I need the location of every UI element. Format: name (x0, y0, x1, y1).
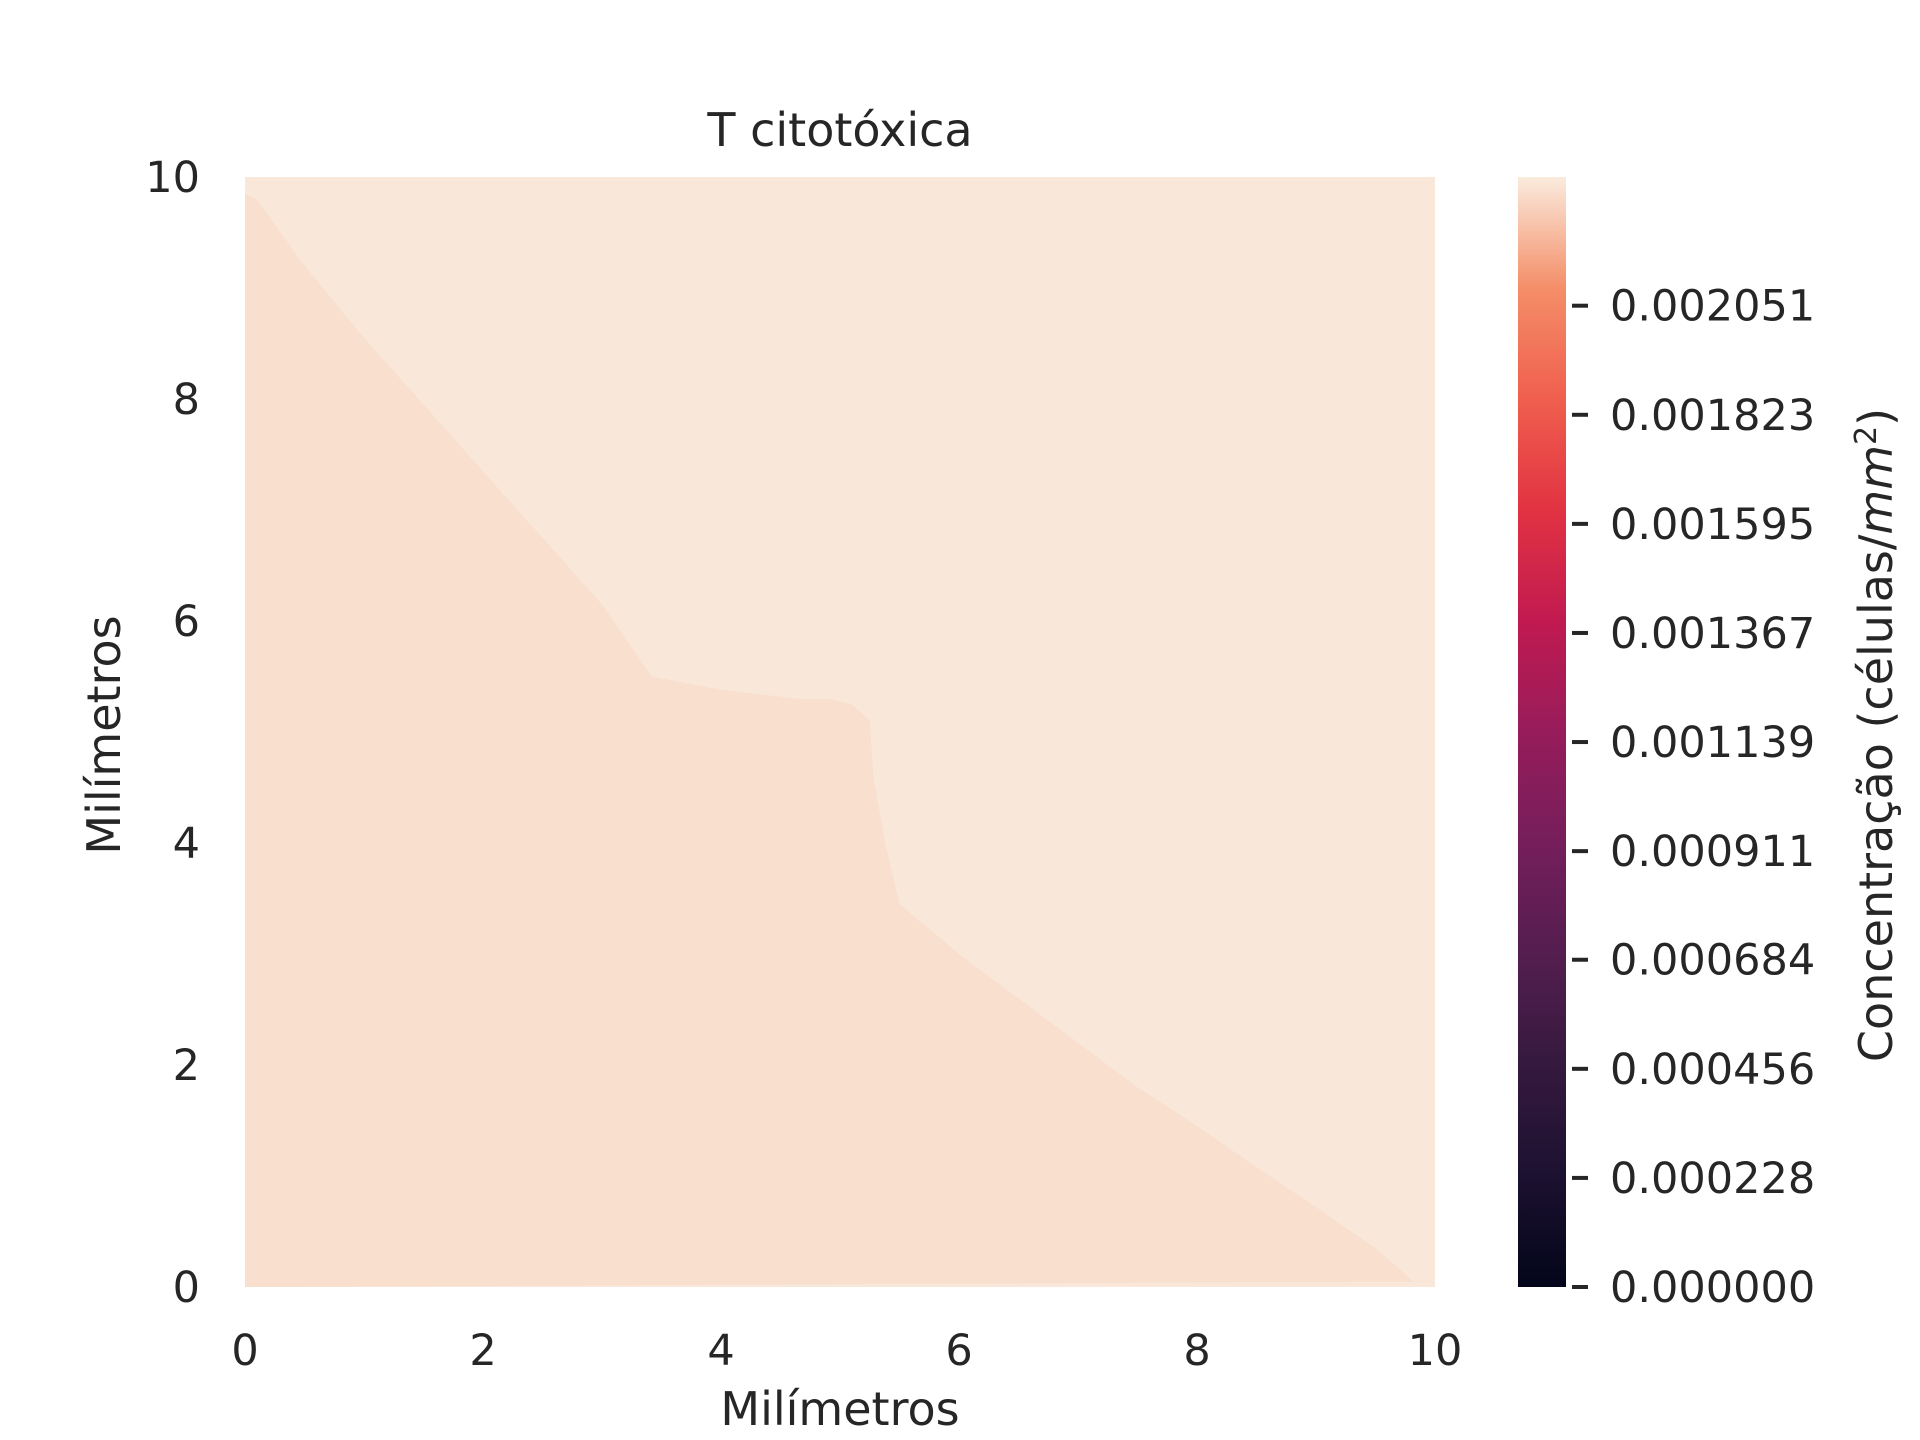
x-tick-label: 2 (469, 1326, 496, 1376)
y-tick-label: 4 (173, 819, 200, 869)
colorbar-tick-label: 0.000456 (1610, 1045, 1815, 1095)
y-axis: 0 2 4 6 8 10 Milímetros (77, 153, 200, 1313)
x-tick-label: 6 (945, 1326, 972, 1376)
y-tick-label: 10 (145, 153, 200, 203)
y-axis-label: Milímetros (77, 615, 131, 854)
colorbar-tick-label: 0.000000 (1610, 1263, 1815, 1313)
x-axis: 0 2 4 6 8 10 Milímetros (231, 1326, 1462, 1436)
x-tick-label: 0 (231, 1326, 258, 1376)
colorbar-label: Concentração (células/mm2) (1849, 408, 1903, 1062)
colorbar-tick-label: 0.000228 (1610, 1154, 1815, 1204)
colorbar-tick-label: 0.001139 (1610, 718, 1815, 768)
y-tick-label: 8 (173, 375, 200, 425)
x-axis-label: Milímetros (720, 1382, 959, 1436)
colorbar-ticks: 0.000000 0.000228 0.000456 0.000684 0.000911… (1572, 282, 1815, 1313)
colorbar-tick-label: 0.001595 (1610, 500, 1815, 550)
plot-area (245, 177, 1435, 1288)
colorbar: 0.000000 0.000228 0.000456 0.000684 0.000911… (1518, 177, 1903, 1313)
x-tick-label: 10 (1408, 1326, 1463, 1376)
chart-title: T citotóxica (706, 103, 972, 157)
colorbar-tick-label: 0.000684 (1610, 936, 1815, 986)
x-tick-label: 8 (1183, 1326, 1210, 1376)
colorbar-tick-label: 0.001823 (1610, 391, 1815, 441)
contour-region-lower (245, 193, 1414, 1288)
y-tick-label: 2 (173, 1041, 200, 1091)
colorbar-tick-label: 0.001367 (1610, 609, 1815, 659)
colorbar-tick-label: 0.000911 (1610, 827, 1815, 877)
colorbar-tick-label: 0.002051 (1610, 282, 1815, 332)
colorbar-gradient (1518, 177, 1566, 1287)
y-tick-label: 6 (173, 597, 200, 647)
y-tick-label: 0 (173, 1263, 200, 1313)
x-tick-label: 4 (707, 1326, 734, 1376)
